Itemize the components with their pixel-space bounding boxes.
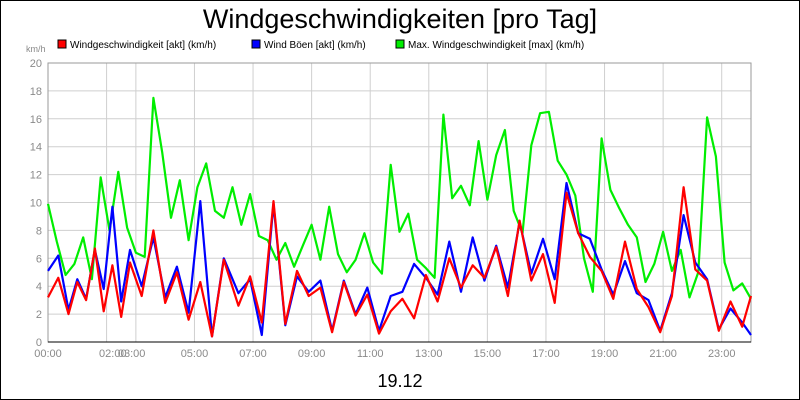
x-tick-label: 09:00 <box>298 348 326 360</box>
y-tick-label: 14 <box>30 142 42 154</box>
legend-label: Windgeschwindigkeit [akt] (km/h) <box>70 40 216 51</box>
legend-label: Wind Böen [akt] (km/h) <box>264 40 366 51</box>
legend-swatch <box>251 39 261 49</box>
date-label: 19.12 <box>377 371 422 391</box>
y-tick-label: 6 <box>36 253 42 265</box>
x-tick-label: 21:00 <box>649 348 677 360</box>
x-tick-label: 19:00 <box>591 348 619 360</box>
legend-label: Max. Windgeschwindigkeit [max] (km/h) <box>408 40 584 51</box>
y-tick-label: 10 <box>30 198 42 210</box>
legend: Windgeschwindigkeit [akt] (km/h) Wind Böe… <box>57 39 584 51</box>
y-axis-ticks: 0 2 4 6 8 10 12 14 16 18 20 <box>30 58 42 349</box>
x-tick-label: 05:00 <box>181 348 209 360</box>
x-tick-label: 17:00 <box>532 348 560 360</box>
y-tick-label: 12 <box>30 170 42 182</box>
x-tick-label: 11:00 <box>357 348 384 360</box>
y-tick-label: 20 <box>30 58 42 70</box>
y-tick-label: 2 <box>36 309 42 321</box>
series-line-gusts <box>47 181 752 338</box>
chart-title: Windgeschwindigkeiten [pro Tag] <box>203 4 597 34</box>
x-tick-label: 02:00 <box>99 348 127 360</box>
x-tick-label: 13:00 <box>415 348 443 360</box>
legend-swatch <box>395 39 405 49</box>
y-tick-label: 18 <box>30 86 42 98</box>
y-tick-label: 0 <box>36 337 42 349</box>
legend-swatch <box>57 39 67 49</box>
x-tick-label: 15:00 <box>474 348 502 360</box>
series-line-max-wind-speed <box>46 96 752 300</box>
y-tick-label: 4 <box>36 281 42 293</box>
x-tick-label: 23:00 <box>708 348 736 360</box>
series-line-wind-speed <box>47 186 753 338</box>
y-tick-label: 8 <box>36 225 42 237</box>
data-series <box>46 96 753 338</box>
y-tick-label: 16 <box>30 114 42 126</box>
y-axis-unit-label: km/h <box>26 44 46 54</box>
x-tick-label: 07:00 <box>239 348 267 360</box>
x-tick-label: 00:00 <box>34 348 62 360</box>
x-tick-label: 03:00 <box>118 348 146 360</box>
